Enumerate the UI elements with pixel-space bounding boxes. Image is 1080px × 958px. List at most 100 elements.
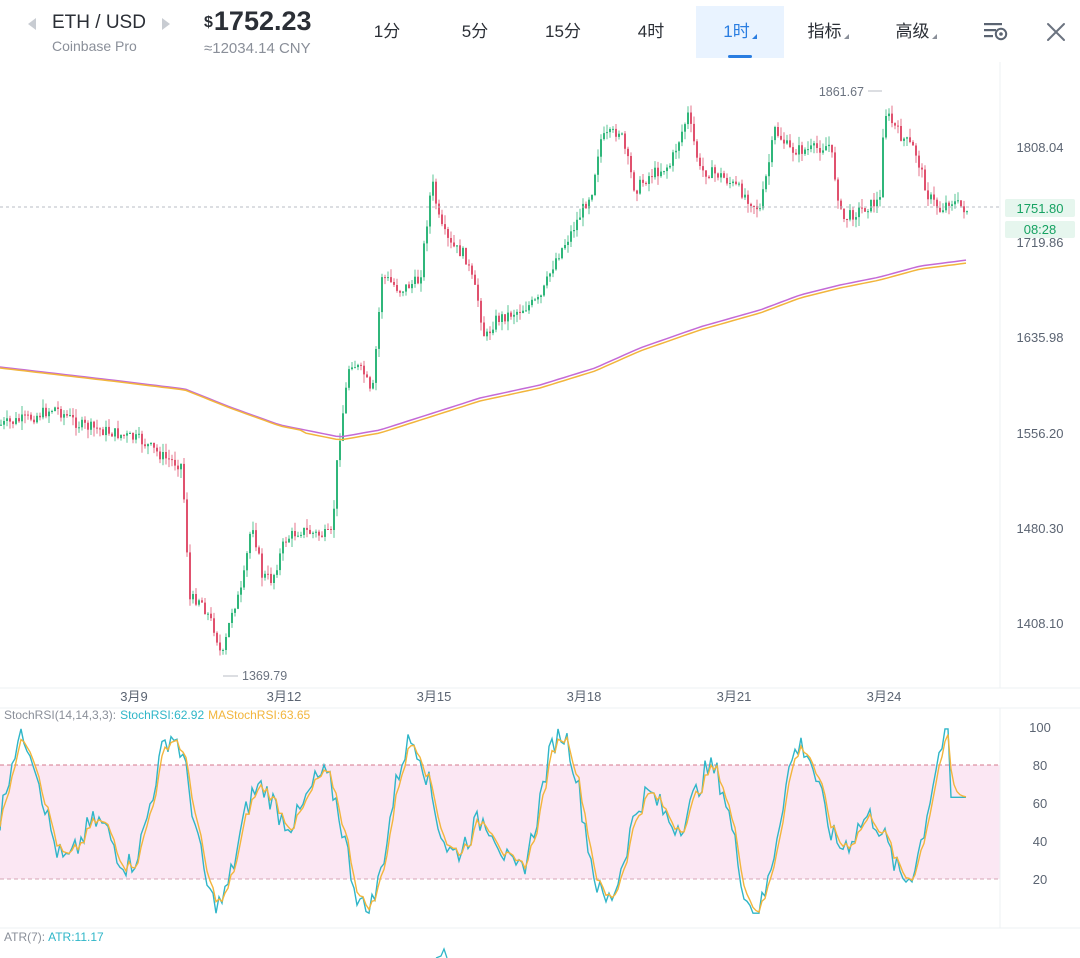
candle-body bbox=[33, 419, 35, 423]
candle-body bbox=[48, 411, 50, 417]
previous-pair-arrow-icon[interactable] bbox=[28, 18, 36, 30]
candle-body bbox=[486, 331, 488, 337]
chart-header: ETH / USD Coinbase Pro $1752.23 ≈12034.1… bbox=[0, 0, 1080, 62]
candle-body bbox=[930, 194, 932, 200]
candle-body bbox=[687, 112, 689, 125]
candle-body bbox=[213, 618, 215, 633]
candle-body bbox=[918, 155, 920, 168]
candle-body bbox=[222, 650, 224, 651]
candle-body bbox=[852, 210, 854, 220]
exchange-name: Coinbase Pro bbox=[52, 38, 137, 54]
close-icon[interactable] bbox=[1044, 20, 1068, 44]
candle-body bbox=[669, 165, 671, 168]
advanced-menu[interactable]: 高级 bbox=[884, 6, 948, 58]
candle-body bbox=[795, 152, 797, 155]
stoch-rsi-tick: 40 bbox=[1033, 834, 1047, 849]
candle-body bbox=[384, 277, 386, 279]
candle-body bbox=[552, 269, 554, 274]
dropdown-corner-icon bbox=[751, 34, 757, 39]
candle-body bbox=[903, 138, 905, 141]
candle-body bbox=[420, 277, 422, 284]
candle-body bbox=[75, 417, 77, 428]
candle-body bbox=[225, 637, 227, 650]
candle-body bbox=[144, 444, 146, 447]
candle-body bbox=[111, 433, 113, 437]
candle-body bbox=[927, 190, 929, 200]
candle-body bbox=[204, 602, 206, 615]
candle-body bbox=[459, 245, 461, 257]
candle-body bbox=[879, 197, 881, 200]
candle-body bbox=[177, 465, 179, 470]
candle-body bbox=[12, 421, 14, 424]
candle-body bbox=[639, 179, 641, 194]
candle-body bbox=[432, 181, 434, 196]
price-cny: ≈12034.14 CNY bbox=[204, 40, 311, 57]
stoch-rsi-tick: 20 bbox=[1033, 872, 1047, 887]
candle-body bbox=[246, 553, 248, 571]
indicators-menu[interactable]: 指标 bbox=[796, 6, 860, 58]
candle-body bbox=[870, 199, 872, 212]
candle-body bbox=[162, 452, 164, 460]
candle-body bbox=[69, 415, 71, 416]
candle-body bbox=[492, 329, 494, 334]
candle-body bbox=[276, 570, 278, 575]
candle-body bbox=[732, 181, 734, 184]
candle-body bbox=[309, 529, 311, 534]
candle-body bbox=[882, 137, 884, 198]
price-tick: 1408.10 bbox=[1017, 616, 1064, 631]
chart-area[interactable]: 1808.04 1719.86 1635.98 1556.20 1480.30 … bbox=[0, 62, 1080, 958]
candle-body bbox=[231, 612, 233, 623]
candle-body bbox=[651, 176, 653, 178]
candle-body bbox=[864, 208, 866, 212]
candle-body bbox=[303, 527, 305, 535]
dropdown-corner-icon bbox=[931, 34, 937, 39]
candle-body bbox=[543, 285, 545, 296]
candle-body bbox=[939, 207, 941, 212]
tab-15min[interactable]: 15分 bbox=[532, 6, 594, 58]
candle-body bbox=[966, 211, 968, 213]
candle-body bbox=[519, 311, 521, 313]
stoch-rsi-d-value: MAStochRSI:63.65 bbox=[208, 708, 310, 722]
candle-body bbox=[498, 315, 500, 322]
price-currency: $ bbox=[204, 14, 213, 31]
candle-body bbox=[783, 139, 785, 144]
candle-body bbox=[756, 206, 758, 210]
candle-body bbox=[129, 433, 131, 434]
candle-body bbox=[249, 533, 251, 554]
candle-body bbox=[189, 552, 191, 600]
candle-body bbox=[360, 364, 362, 366]
candle-body bbox=[912, 141, 914, 146]
candle-body bbox=[210, 613, 212, 619]
candle-body bbox=[354, 367, 356, 369]
candle-body bbox=[471, 265, 473, 275]
candle-body bbox=[840, 200, 842, 209]
stoch-rsi-tick: 100 bbox=[1029, 720, 1051, 735]
candle-body bbox=[777, 127, 779, 136]
candle-body bbox=[654, 167, 656, 178]
tab-5min[interactable]: 5分 bbox=[445, 6, 505, 58]
atr-params: ATR(7): bbox=[4, 930, 45, 944]
candle-body bbox=[150, 442, 152, 445]
tab-4h[interactable]: 4时 bbox=[620, 6, 682, 58]
candle-body bbox=[186, 499, 188, 553]
candle-body bbox=[207, 613, 209, 615]
candle-body bbox=[381, 277, 383, 313]
candle-body bbox=[120, 434, 122, 439]
candle-body bbox=[195, 594, 197, 605]
candle-body bbox=[579, 217, 581, 220]
next-pair-arrow-icon[interactable] bbox=[162, 18, 170, 30]
tab-1h[interactable]: 1时 bbox=[696, 6, 784, 58]
candle-body bbox=[21, 414, 23, 422]
candle-body bbox=[351, 367, 353, 370]
candle-body bbox=[609, 129, 611, 133]
low-marker: 1369.79 bbox=[242, 669, 287, 683]
last-price-tag-text: 1751.80 bbox=[1017, 201, 1064, 216]
candle-body bbox=[537, 297, 539, 300]
tab-1min[interactable]: 1分 bbox=[357, 6, 417, 58]
pair-name[interactable]: ETH / USD bbox=[52, 12, 146, 33]
candle-body bbox=[726, 177, 728, 184]
stoch-rsi-tick: 60 bbox=[1033, 796, 1047, 811]
indicators-label: 指标 bbox=[807, 22, 842, 41]
chart-settings-icon[interactable] bbox=[982, 20, 1010, 44]
candle-body bbox=[447, 229, 449, 238]
